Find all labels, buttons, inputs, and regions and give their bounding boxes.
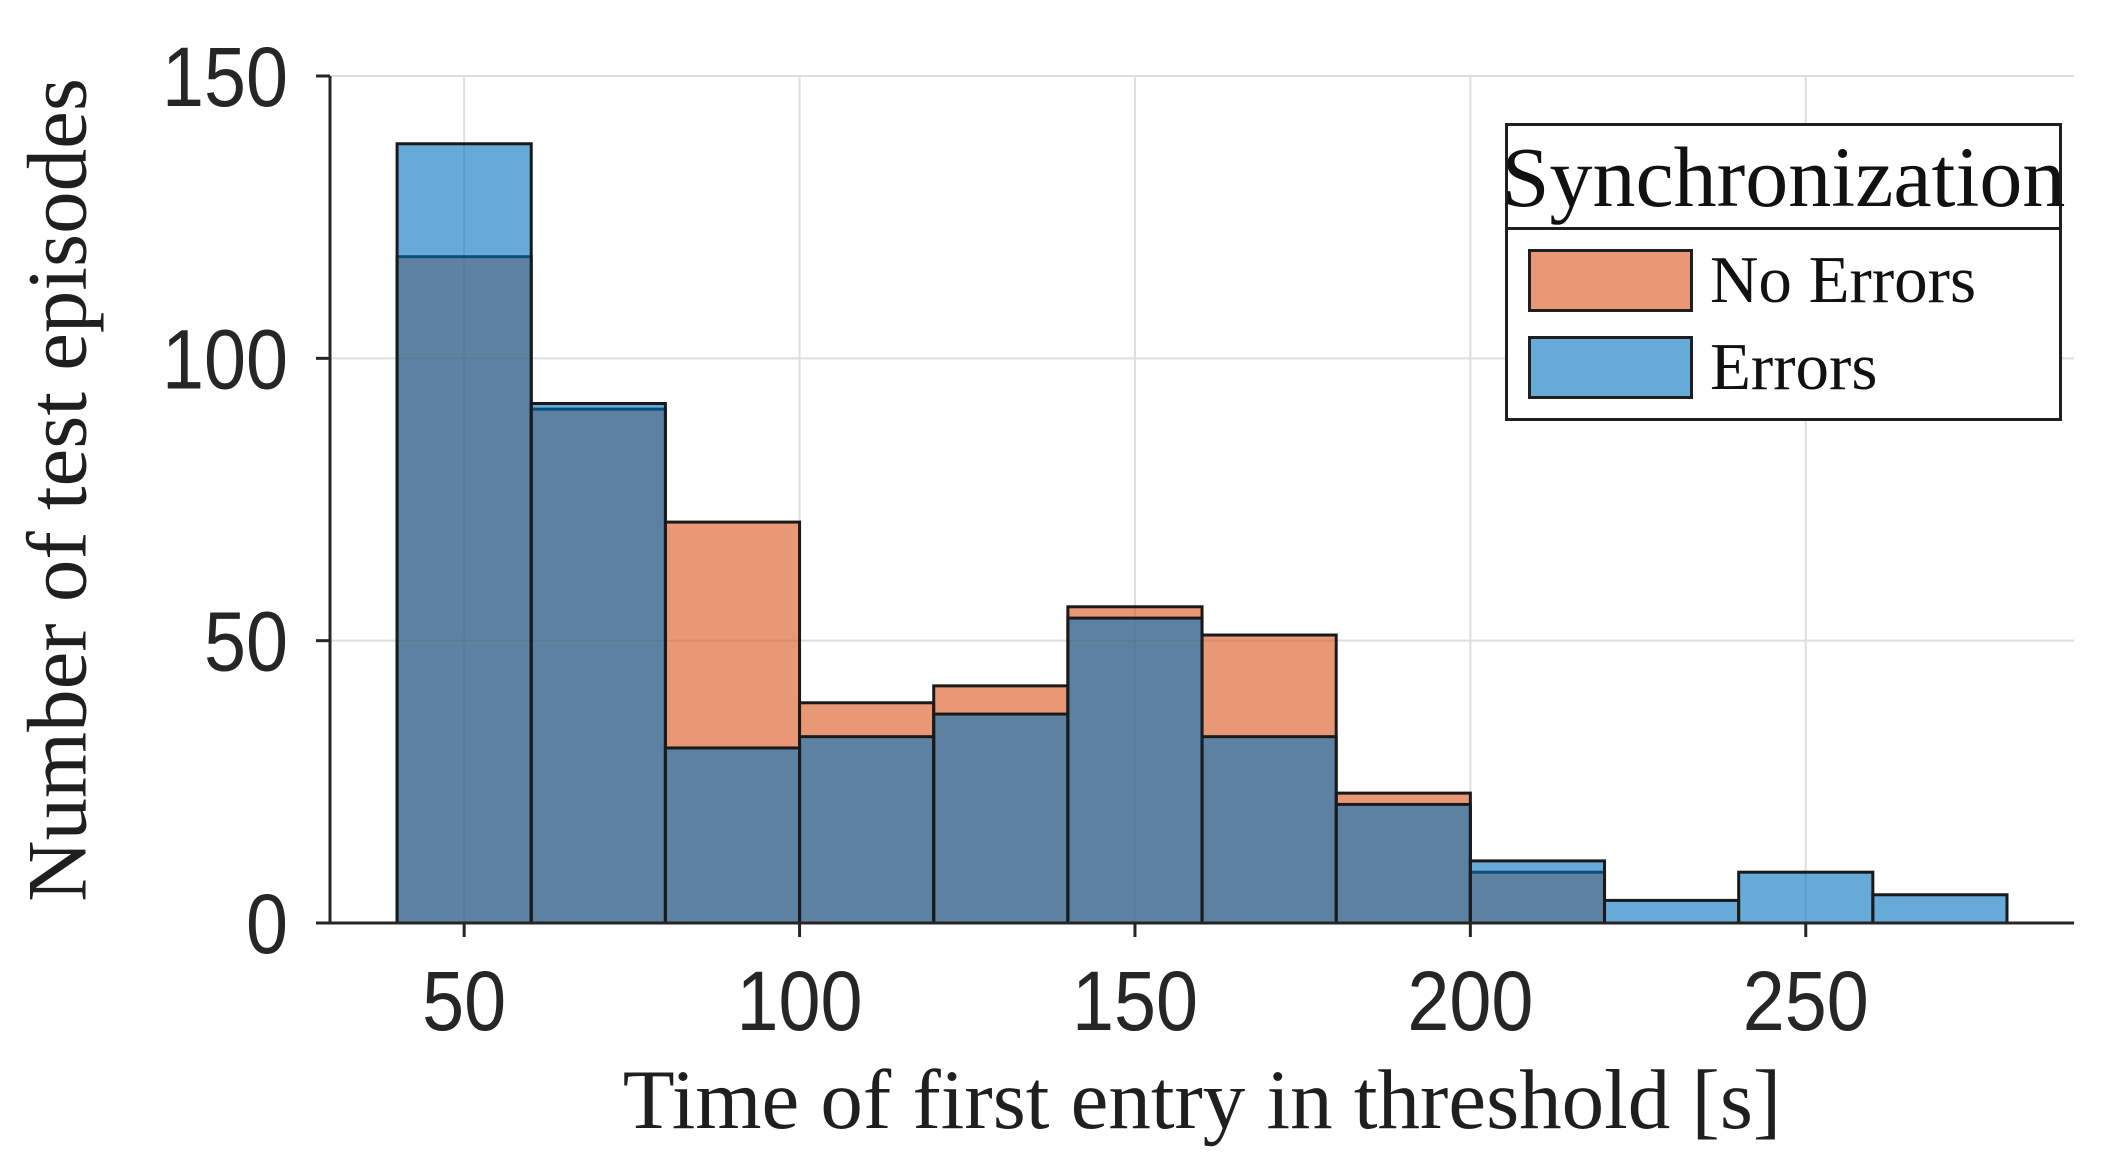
bar-errors-140-160 — [1066, 616, 1204, 925]
legend-rows: No Errors Errors — [1508, 230, 2059, 404]
x-tick-label-250: 250 — [1743, 954, 1869, 1048]
y-axis-label: Number of test episodes — [10, 78, 105, 902]
legend-title: Synchronization — [1502, 126, 2065, 230]
y-tick-label-50: 50 — [204, 595, 288, 689]
legend-item-errors: Errors — [1528, 330, 2059, 404]
errors-swatch — [1528, 336, 1693, 399]
no-errors-swatch — [1528, 249, 1693, 312]
bar-errors-240-260 — [1737, 870, 1875, 925]
errors-label: Errors — [1710, 330, 1878, 404]
x-axis-label: Time of first entry in threshold [s] — [622, 1053, 1782, 1147]
y-tick-label-100: 100 — [162, 312, 288, 406]
bar-errors-260-280 — [1871, 893, 2009, 925]
bar-errors-100-120 — [798, 735, 936, 925]
bar-errors-200-220 — [1468, 859, 1607, 925]
legend: Synchronization No Errors Errors — [1502, 123, 2065, 421]
bar-errors-60-80 — [529, 402, 667, 925]
bar-errors-160-180 — [1200, 735, 1338, 925]
bar-errors-80-100 — [663, 746, 802, 925]
x-tick-label-200: 200 — [1407, 954, 1533, 1048]
x-tick-label-100: 100 — [737, 954, 863, 1048]
no-errors-label: No Errors — [1710, 243, 1977, 317]
legend-item-no-errors: No Errors — [1528, 243, 2059, 317]
bar-errors-220-240 — [1603, 898, 1741, 925]
bar-errors-40-60 — [395, 142, 533, 925]
bar-errors-120-140 — [932, 712, 1070, 925]
x-tick-label-150: 150 — [1072, 954, 1198, 1048]
y-tick-label-0: 0 — [246, 877, 288, 971]
x-tick-label-50: 50 — [422, 954, 506, 1048]
bar-errors-180-200 — [1334, 802, 1472, 925]
y-tick-label-150: 150 — [162, 30, 288, 124]
